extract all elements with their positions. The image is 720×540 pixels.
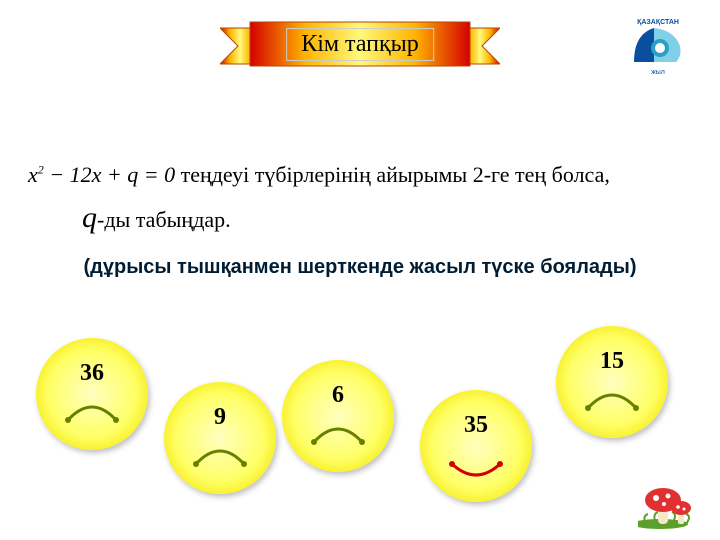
instruction-text: (дұрысы тышқанмен шерткенде жасыл түске … — [40, 256, 680, 279]
problem-tail-2: -ды табыңдар. — [97, 207, 231, 232]
answer-options: 36963515 — [0, 320, 720, 510]
logo-top-text: ҚАЗАҚСТАН — [637, 19, 679, 26]
q-symbol: q — [82, 201, 97, 234]
problem-tail-1: теңдеуі түбірлерінің айырымы 2-ге тең бо… — [175, 162, 610, 187]
frown-icon — [164, 382, 276, 494]
equation-rest: − 12x + q = 0 — [44, 162, 175, 187]
answer-option-9[interactable]: 9 — [164, 382, 276, 494]
smile-icon — [420, 390, 532, 502]
problem-line-2: q-ды табыңдар. — [82, 195, 692, 240]
problem-statement: x2 − 12x + q = 0 теңдеуі түбірлерінің ай… — [28, 158, 692, 240]
problem-line-1: x2 − 12x + q = 0 теңдеуі түбірлерінің ай… — [28, 158, 692, 191]
title-banner: Кім тапқыр — [220, 18, 500, 74]
logo-bottom-text: жыл — [651, 69, 665, 76]
answer-option-35[interactable]: 35 — [420, 390, 532, 502]
frown-icon — [556, 326, 668, 438]
frown-icon — [36, 338, 148, 450]
mushroom-icon — [638, 474, 702, 530]
page-title: Кім тапқыр — [286, 28, 434, 61]
frown-icon — [282, 360, 394, 472]
kazakhstan-logo: ҚАЗАҚСТАН жыл — [626, 14, 690, 78]
equation-x: x — [28, 162, 38, 187]
answer-option-6[interactable]: 6 — [282, 360, 394, 472]
answer-option-15[interactable]: 15 — [556, 326, 668, 438]
answer-option-36[interactable]: 36 — [36, 338, 148, 450]
